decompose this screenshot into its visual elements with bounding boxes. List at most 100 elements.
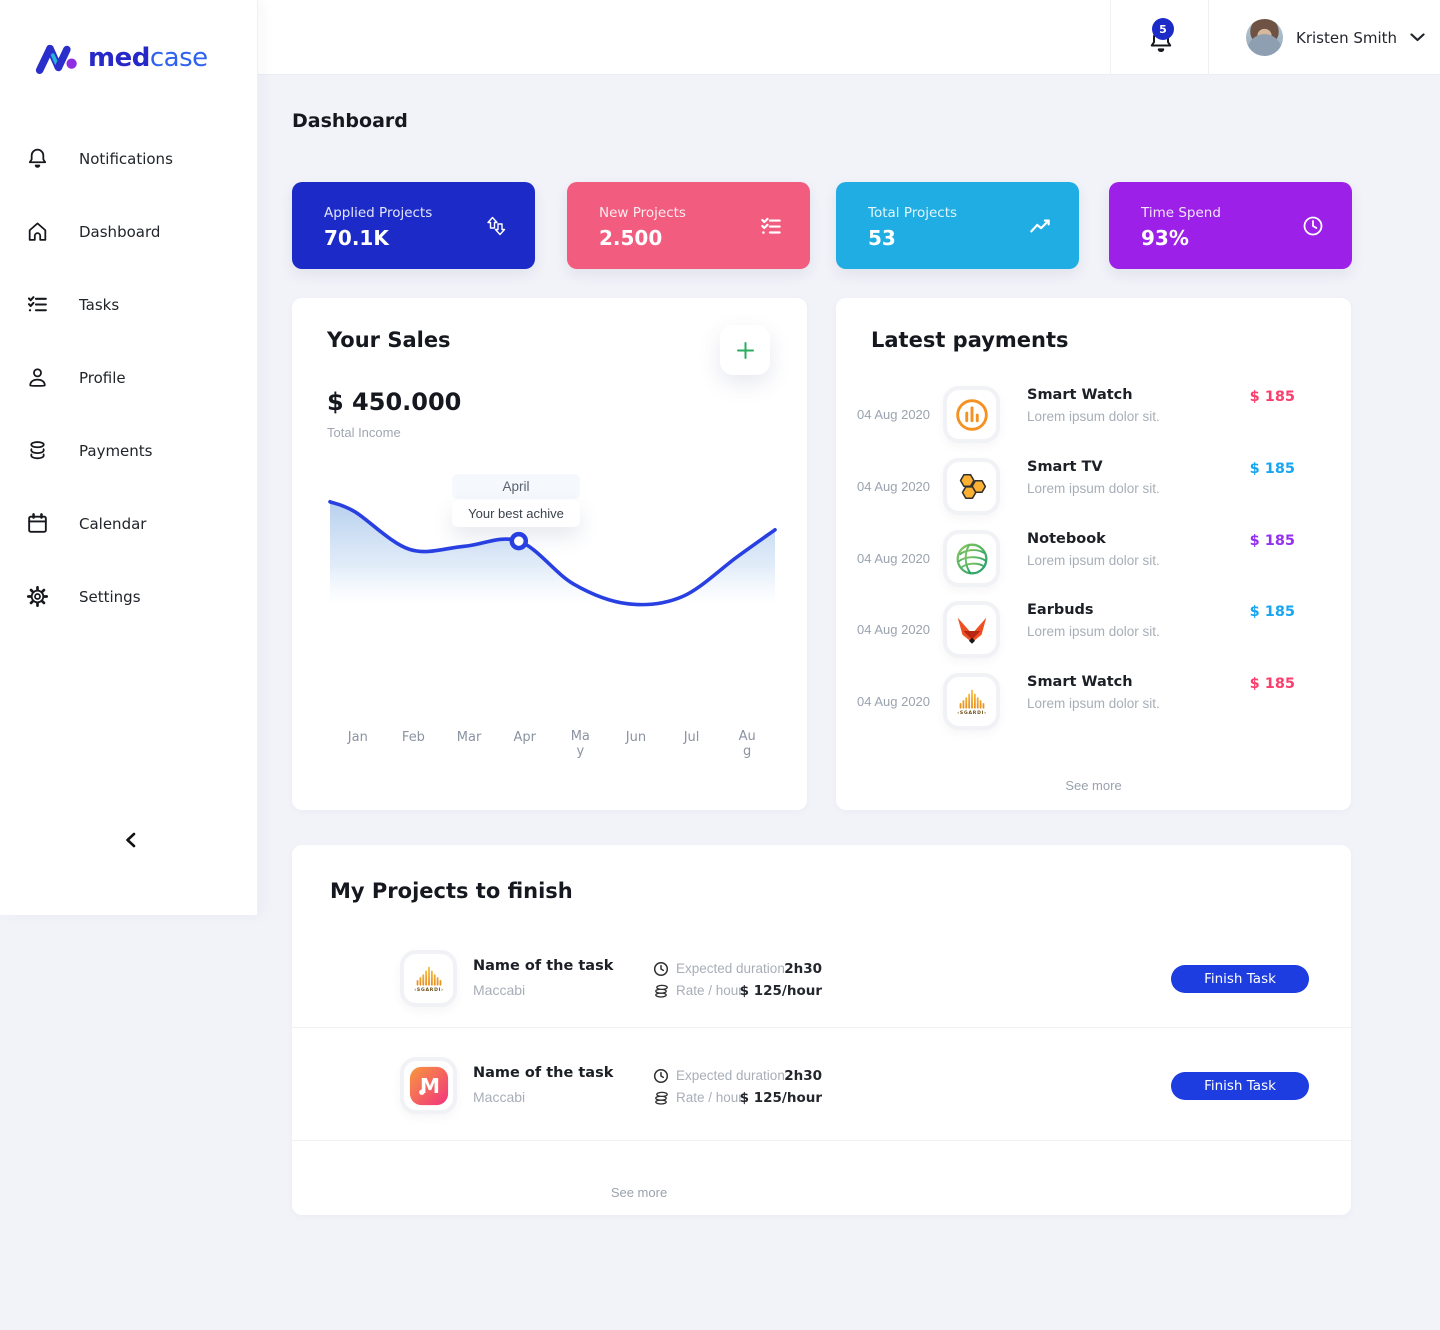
swap-vertical-icon	[487, 216, 506, 236]
finish-task-button[interactable]: Finish Task	[1171, 1072, 1309, 1100]
latest-payments-card: Latest payments 04 Aug 2020 Smart Watch …	[836, 298, 1351, 810]
chart-tooltip-note: Your best achive	[452, 500, 580, 527]
stat-value: 53	[868, 226, 896, 250]
sidebar-item-label: Tasks	[79, 295, 120, 314]
payment-name: Smart Watch	[1027, 387, 1133, 403]
brand-name: medcase	[88, 43, 208, 73]
stat-value: 70.1K	[324, 226, 389, 250]
sidebar-collapse-button[interactable]	[116, 826, 144, 854]
projects-see-more-link[interactable]: See more	[610, 1185, 668, 1200]
chart-highlight-marker[interactable]	[509, 531, 529, 551]
bell-icon	[28, 148, 47, 168]
sidebar-item-settings[interactable]: Settings	[0, 560, 257, 633]
payment-name: Smart TV	[1027, 459, 1103, 475]
avatar	[1246, 19, 1283, 56]
calendar-icon	[28, 513, 47, 533]
payment-name: Earbuds	[1027, 602, 1094, 618]
payment-row[interactable]: 04 Aug 2020 Notebook Lorem ipsum dolor s…	[836, 523, 1351, 595]
rate-value: $ 125/hour	[739, 983, 822, 999]
sidebar-item-calendar[interactable]: Calendar	[0, 487, 257, 560]
x-tick: Apr	[513, 730, 536, 745]
sidebar-item-dashboard[interactable]: Dashboard	[0, 195, 257, 268]
coins-icon	[655, 984, 668, 998]
sidebar-item-tasks[interactable]: Tasks	[0, 268, 257, 341]
sidebar-item-profile[interactable]: Profile	[0, 341, 257, 414]
sidebar-item-notifications[interactable]: Notifications	[0, 122, 257, 195]
stat-card-time-spend: Time Spend 93%	[1109, 182, 1352, 269]
payment-desc: Lorem ipsum dolor sit.	[1027, 696, 1160, 711]
trend-up-icon	[1030, 219, 1050, 233]
task-name: Name of the task	[473, 1065, 614, 1081]
row-divider	[292, 1140, 1351, 1141]
sgardi-icon: ‹SGARDI›	[400, 950, 457, 1007]
x-tick: Jan	[347, 730, 368, 745]
total-income-label: Total Income	[327, 425, 401, 440]
payment-price: $ 185	[1249, 533, 1295, 549]
rate-label: Rate / hour	[676, 983, 743, 998]
medcase-m-icon	[35, 44, 77, 74]
honeycomb-icon	[943, 458, 1000, 515]
sidebar-item-label: Dashboard	[79, 222, 161, 241]
x-tick: Jun	[625, 730, 647, 745]
clock-icon	[1303, 216, 1323, 236]
plus-icon	[736, 341, 754, 359]
total-income-value: $ 450.000	[327, 388, 462, 416]
clock-icon	[653, 1068, 669, 1084]
duration-value: 2h30	[784, 1068, 822, 1084]
payment-row[interactable]: 04 Aug 2020 Earbuds Lorem ipsum dolor si…	[836, 594, 1351, 666]
payment-name: Smart Watch	[1027, 674, 1133, 690]
sales-title: Your Sales	[327, 328, 451, 352]
add-sale-button[interactable]	[720, 325, 770, 375]
home-icon	[28, 222, 47, 241]
user-menu[interactable]: Kristen Smith	[1246, 0, 1425, 75]
sales-card: Your Sales $ 450.000 Total Income April …	[292, 298, 807, 810]
rate-label: Rate / hour	[676, 1090, 743, 1105]
duration-value: 2h30	[784, 961, 822, 977]
sidebar-item-payments[interactable]: Payments	[0, 414, 257, 487]
stat-value: 2.500	[599, 226, 663, 250]
fox-icon	[943, 601, 1000, 658]
payments-see-more-link[interactable]: See more	[1065, 778, 1122, 793]
payment-desc: Lorem ipsum dolor sit.	[1027, 409, 1160, 424]
x-tick: Feb	[401, 730, 425, 745]
payment-desc: Lorem ipsum dolor sit.	[1027, 553, 1160, 568]
notification-count-badge: 5	[1152, 18, 1174, 40]
globe-waves-icon	[943, 530, 1000, 587]
chart-x-axis: Jan Feb Mar Apr May Jun Jul Aug	[330, 729, 775, 760]
x-tick: Mar	[456, 730, 482, 745]
checklist-icon	[27, 296, 47, 312]
payment-row[interactable]: 04 Aug 2020 Smart Watch Lorem ipsum dolo…	[836, 379, 1351, 451]
projects-title: My Projects to finish	[330, 879, 573, 903]
stat-value: 93%	[1141, 226, 1189, 250]
payment-desc: Lorem ipsum dolor sit.	[1027, 624, 1160, 639]
payment-date: 04 Aug 2020	[857, 479, 931, 494]
svg-text:‹SGARDI›: ‹SGARDI›	[414, 986, 444, 992]
payment-date: 04 Aug 2020	[857, 622, 931, 637]
project-row: ‹SGARDI› Name of the task Maccabi Expect…	[292, 930, 1351, 1027]
payment-price: $ 185	[1249, 676, 1295, 692]
payment-name: Notebook	[1027, 531, 1106, 547]
svg-text:M: M	[419, 1074, 439, 1098]
projects-card: My Projects to finish ‹SGARDI› Name of t…	[292, 845, 1351, 1215]
sidebar-nav: Notifications Dashboard Tasks	[0, 122, 257, 633]
task-client: Maccabi	[473, 982, 526, 998]
payment-date: 04 Aug 2020	[857, 694, 931, 709]
sidebar-item-label: Payments	[79, 441, 153, 460]
x-tick: Aug	[738, 729, 756, 759]
rate-value: $ 125/hour	[739, 1090, 822, 1106]
payment-row[interactable]: 04 Aug 2020 ‹SGARDI› Smart Watch Lorem i…	[836, 666, 1351, 738]
finish-task-button[interactable]: Finish Task	[1171, 965, 1309, 993]
sidebar-item-label: Settings	[79, 587, 141, 606]
clock-icon	[653, 961, 669, 977]
logo[interactable]: medcase	[34, 40, 208, 76]
sgardi-icon: ‹SGARDI›	[943, 673, 1000, 730]
payment-row[interactable]: 04 Aug 2020 Smart TV Lorem ipsum dolor s…	[836, 451, 1351, 523]
sidebar-item-label: Notifications	[79, 149, 173, 168]
x-tick: May	[570, 729, 590, 759]
page-title: Dashboard	[292, 110, 408, 132]
stat-card-applied-projects: Applied Projects 70.1K	[292, 182, 535, 269]
task-client: Maccabi	[473, 1089, 526, 1105]
payment-desc: Lorem ipsum dolor sit.	[1027, 481, 1160, 496]
user-name: Kristen Smith	[1296, 28, 1398, 47]
